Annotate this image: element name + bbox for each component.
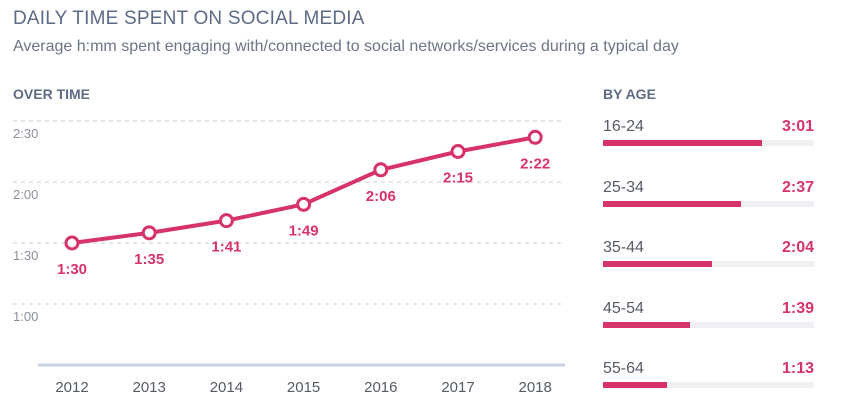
x-tick-label: 2018 (519, 379, 552, 396)
data-point (527, 129, 543, 145)
data-label: 2:22 (520, 155, 550, 172)
data-point (64, 235, 80, 251)
data-point (373, 162, 389, 178)
y-tick-label: 2:00 (13, 187, 38, 202)
age-value: 1:13 (781, 360, 814, 377)
bar (603, 140, 763, 146)
age-label: 35-44 (603, 239, 644, 256)
y-tick-label: 2:30 (13, 126, 38, 141)
x-tick-label: 2012 (55, 379, 88, 396)
bar-track (603, 261, 814, 267)
data-point (450, 144, 466, 159)
bar (603, 200, 742, 207)
x-tick-label: 2016 (364, 379, 397, 396)
y-tick-label: 1:00 (13, 309, 38, 324)
bar (603, 261, 713, 267)
bar (603, 382, 668, 388)
x-tick-label: 2014 (210, 379, 243, 396)
bar-track (603, 140, 814, 146)
age-value: 2:37 (781, 178, 814, 196)
x-tick-label: 2013 (133, 379, 166, 396)
age-row: 16-24 3:01 (603, 118, 814, 158)
data-label: 2:15 (443, 170, 473, 187)
x-tick-label: 2015 (287, 379, 320, 396)
over-time-heading: OVER TIME (13, 86, 91, 102)
age-row: 55-64 1:13 (603, 360, 814, 400)
bar-track (603, 382, 814, 388)
age-value: 2:04 (781, 239, 814, 256)
data-point (296, 196, 312, 212)
bar-track (603, 200, 814, 207)
age-value: 3:01 (781, 118, 814, 135)
age-row: 35-44 2:04 (603, 239, 814, 279)
age-label: 45-54 (603, 299, 644, 317)
age-row: 45-54 1:39 (603, 300, 814, 340)
data-label: 1:41 (211, 239, 241, 256)
x-tick-label: 2017 (441, 379, 474, 396)
age-value: 1:39 (781, 299, 814, 317)
chart-title: DAILY TIME SPENT ON SOCIAL MEDIA (13, 8, 365, 29)
y-tick-label: 1:30 (13, 248, 38, 263)
age-label: 25-34 (603, 178, 644, 196)
by-age-heading: BY AGE (603, 86, 656, 102)
data-label: 1:30 (57, 261, 87, 278)
data-point (141, 225, 157, 241)
bar (603, 321, 691, 328)
data-label: 2:06 (366, 188, 396, 205)
chart-subtitle: Average h:mm spent engaging with/connect… (13, 38, 679, 55)
data-point (218, 213, 234, 229)
bar-track (603, 321, 814, 328)
age-label: 16-24 (603, 118, 644, 135)
age-label: 55-64 (603, 360, 644, 377)
age-row: 25-34 2:37 (603, 179, 814, 219)
line-chart: 1:00 1:30 2:00 2:30 2012 2013 2014 2015 2016 2017… (13, 120, 565, 396)
data-label: 1:35 (134, 251, 164, 268)
data-label: 1:49 (289, 222, 319, 239)
